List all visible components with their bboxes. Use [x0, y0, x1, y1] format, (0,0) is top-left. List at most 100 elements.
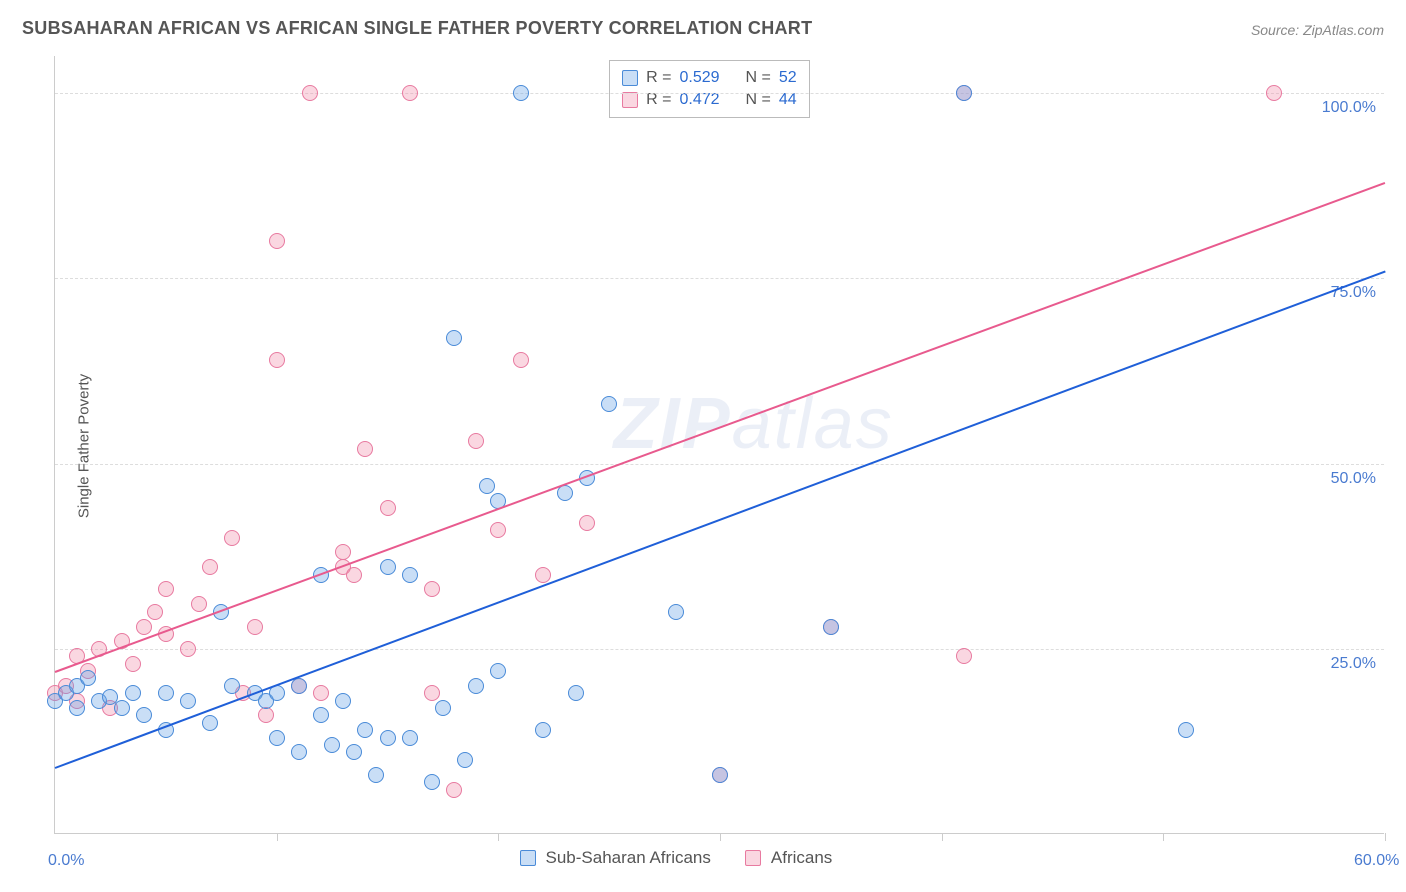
data-point	[402, 85, 418, 101]
gridline-h	[55, 464, 1384, 465]
data-point	[380, 500, 396, 516]
data-point	[380, 559, 396, 575]
legend-stat-row: R = 0.529 N = 52	[622, 67, 797, 89]
legend-swatch	[622, 70, 638, 86]
data-point	[535, 567, 551, 583]
data-point	[302, 85, 318, 101]
y-tick-label: 100.0%	[1322, 99, 1376, 117]
legend-swatch	[622, 92, 638, 108]
data-point	[313, 685, 329, 701]
data-point	[191, 596, 207, 612]
gridline-h	[55, 278, 1384, 279]
data-point	[114, 700, 130, 716]
x-tick	[720, 833, 721, 841]
data-point	[247, 619, 263, 635]
data-point	[291, 744, 307, 760]
data-point	[202, 559, 218, 575]
x-tick	[1163, 833, 1164, 841]
data-point	[346, 567, 362, 583]
x-tick	[498, 833, 499, 841]
n-value: 52	[779, 69, 797, 87]
data-point	[224, 530, 240, 546]
data-point	[357, 441, 373, 457]
trend-line	[55, 271, 1386, 769]
data-point	[180, 641, 196, 657]
x-tick	[1385, 833, 1386, 841]
legend-swatch	[745, 850, 761, 866]
data-point	[513, 85, 529, 101]
data-point	[424, 581, 440, 597]
legend-series-label: Sub-Saharan Africans	[546, 848, 711, 868]
data-point	[125, 656, 141, 672]
data-point	[479, 478, 495, 494]
data-point	[380, 730, 396, 746]
gridline-h	[55, 649, 1384, 650]
x-tick	[942, 833, 943, 841]
r-label: R =	[646, 69, 671, 87]
data-point	[468, 433, 484, 449]
data-point	[956, 85, 972, 101]
data-point	[490, 522, 506, 538]
n-label: N =	[746, 69, 771, 87]
data-point	[424, 774, 440, 790]
data-point	[80, 670, 96, 686]
data-point	[313, 707, 329, 723]
data-point	[158, 685, 174, 701]
data-point	[457, 752, 473, 768]
data-point	[335, 544, 351, 560]
data-point	[490, 663, 506, 679]
chart-title: SUBSAHARAN AFRICAN VS AFRICAN SINGLE FAT…	[22, 18, 812, 39]
data-point	[202, 715, 218, 731]
plot-area: ZIPatlas R =0.529N =52R =0.472N =44 25.0…	[54, 56, 1384, 834]
data-point	[568, 685, 584, 701]
data-point	[136, 707, 152, 723]
data-point	[402, 730, 418, 746]
data-point	[823, 619, 839, 635]
data-point	[335, 693, 351, 709]
r-value: 0.529	[680, 69, 720, 87]
trend-line	[55, 182, 1386, 673]
data-point	[224, 678, 240, 694]
data-point	[357, 722, 373, 738]
watermark: ZIPatlas	[614, 383, 894, 465]
data-point	[956, 648, 972, 664]
legend-series-label: Africans	[771, 848, 832, 868]
data-point	[446, 330, 462, 346]
data-point	[346, 744, 362, 760]
data-point	[180, 693, 196, 709]
data-point	[269, 730, 285, 746]
data-point	[269, 352, 285, 368]
data-point	[324, 737, 340, 753]
data-point	[424, 685, 440, 701]
watermark-zip: ZIP	[614, 384, 732, 464]
legend-bottom: Sub-Saharan Africans Africans	[520, 848, 857, 868]
x-tick	[277, 833, 278, 841]
data-point	[513, 352, 529, 368]
data-point	[579, 515, 595, 531]
x-tick-label: 0.0%	[48, 852, 84, 870]
legend-swatch	[520, 850, 536, 866]
data-point	[468, 678, 484, 694]
data-point	[1178, 722, 1194, 738]
data-point	[258, 707, 274, 723]
legend-stats-box: R =0.529N =52R =0.472N =44	[609, 60, 810, 118]
data-point	[446, 782, 462, 798]
data-point	[601, 396, 617, 412]
gridline-h	[55, 93, 1384, 94]
data-point	[712, 767, 728, 783]
data-point	[158, 581, 174, 597]
data-point	[147, 604, 163, 620]
data-point	[668, 604, 684, 620]
data-point	[535, 722, 551, 738]
data-point	[269, 233, 285, 249]
x-tick-label: 60.0%	[1354, 852, 1399, 870]
source-label: Source: ZipAtlas.com	[1251, 22, 1384, 38]
y-tick-label: 50.0%	[1331, 470, 1376, 488]
data-point	[136, 619, 152, 635]
data-point	[291, 678, 307, 694]
data-point	[435, 700, 451, 716]
y-tick-label: 25.0%	[1331, 655, 1376, 673]
watermark-atlas: atlas	[732, 384, 894, 464]
data-point	[368, 767, 384, 783]
data-point	[69, 700, 85, 716]
